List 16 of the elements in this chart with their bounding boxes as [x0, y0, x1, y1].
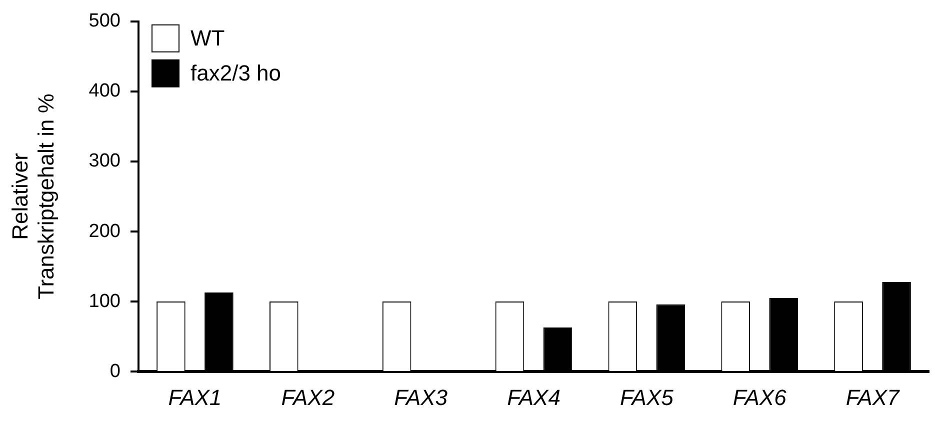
x-tick-label: FAX1 — [168, 384, 222, 410]
x-tick-label: FAX3 — [394, 384, 448, 410]
x-tick-label: FAX6 — [732, 384, 788, 410]
x-tick-label: FAX5 — [620, 384, 674, 410]
legend-label: WT — [190, 25, 225, 50]
y-tick-label: 400 — [88, 80, 120, 102]
x-tick-label: FAX2 — [281, 384, 335, 410]
y-tick-label: 300 — [88, 150, 120, 172]
x-tick-label: FAX4 — [507, 384, 560, 410]
legend-label: fax2/3 ho — [190, 60, 282, 86]
y-axis-title: Relativer Transkriptgehalt in % — [7, 94, 59, 300]
y-tick-label: 0 — [110, 360, 120, 382]
y-tick-label: 500 — [88, 10, 120, 32]
y-tick-label: 200 — [88, 220, 120, 242]
x-tick-label: FAX7 — [846, 384, 900, 410]
y-tick-label: 100 — [88, 290, 120, 312]
